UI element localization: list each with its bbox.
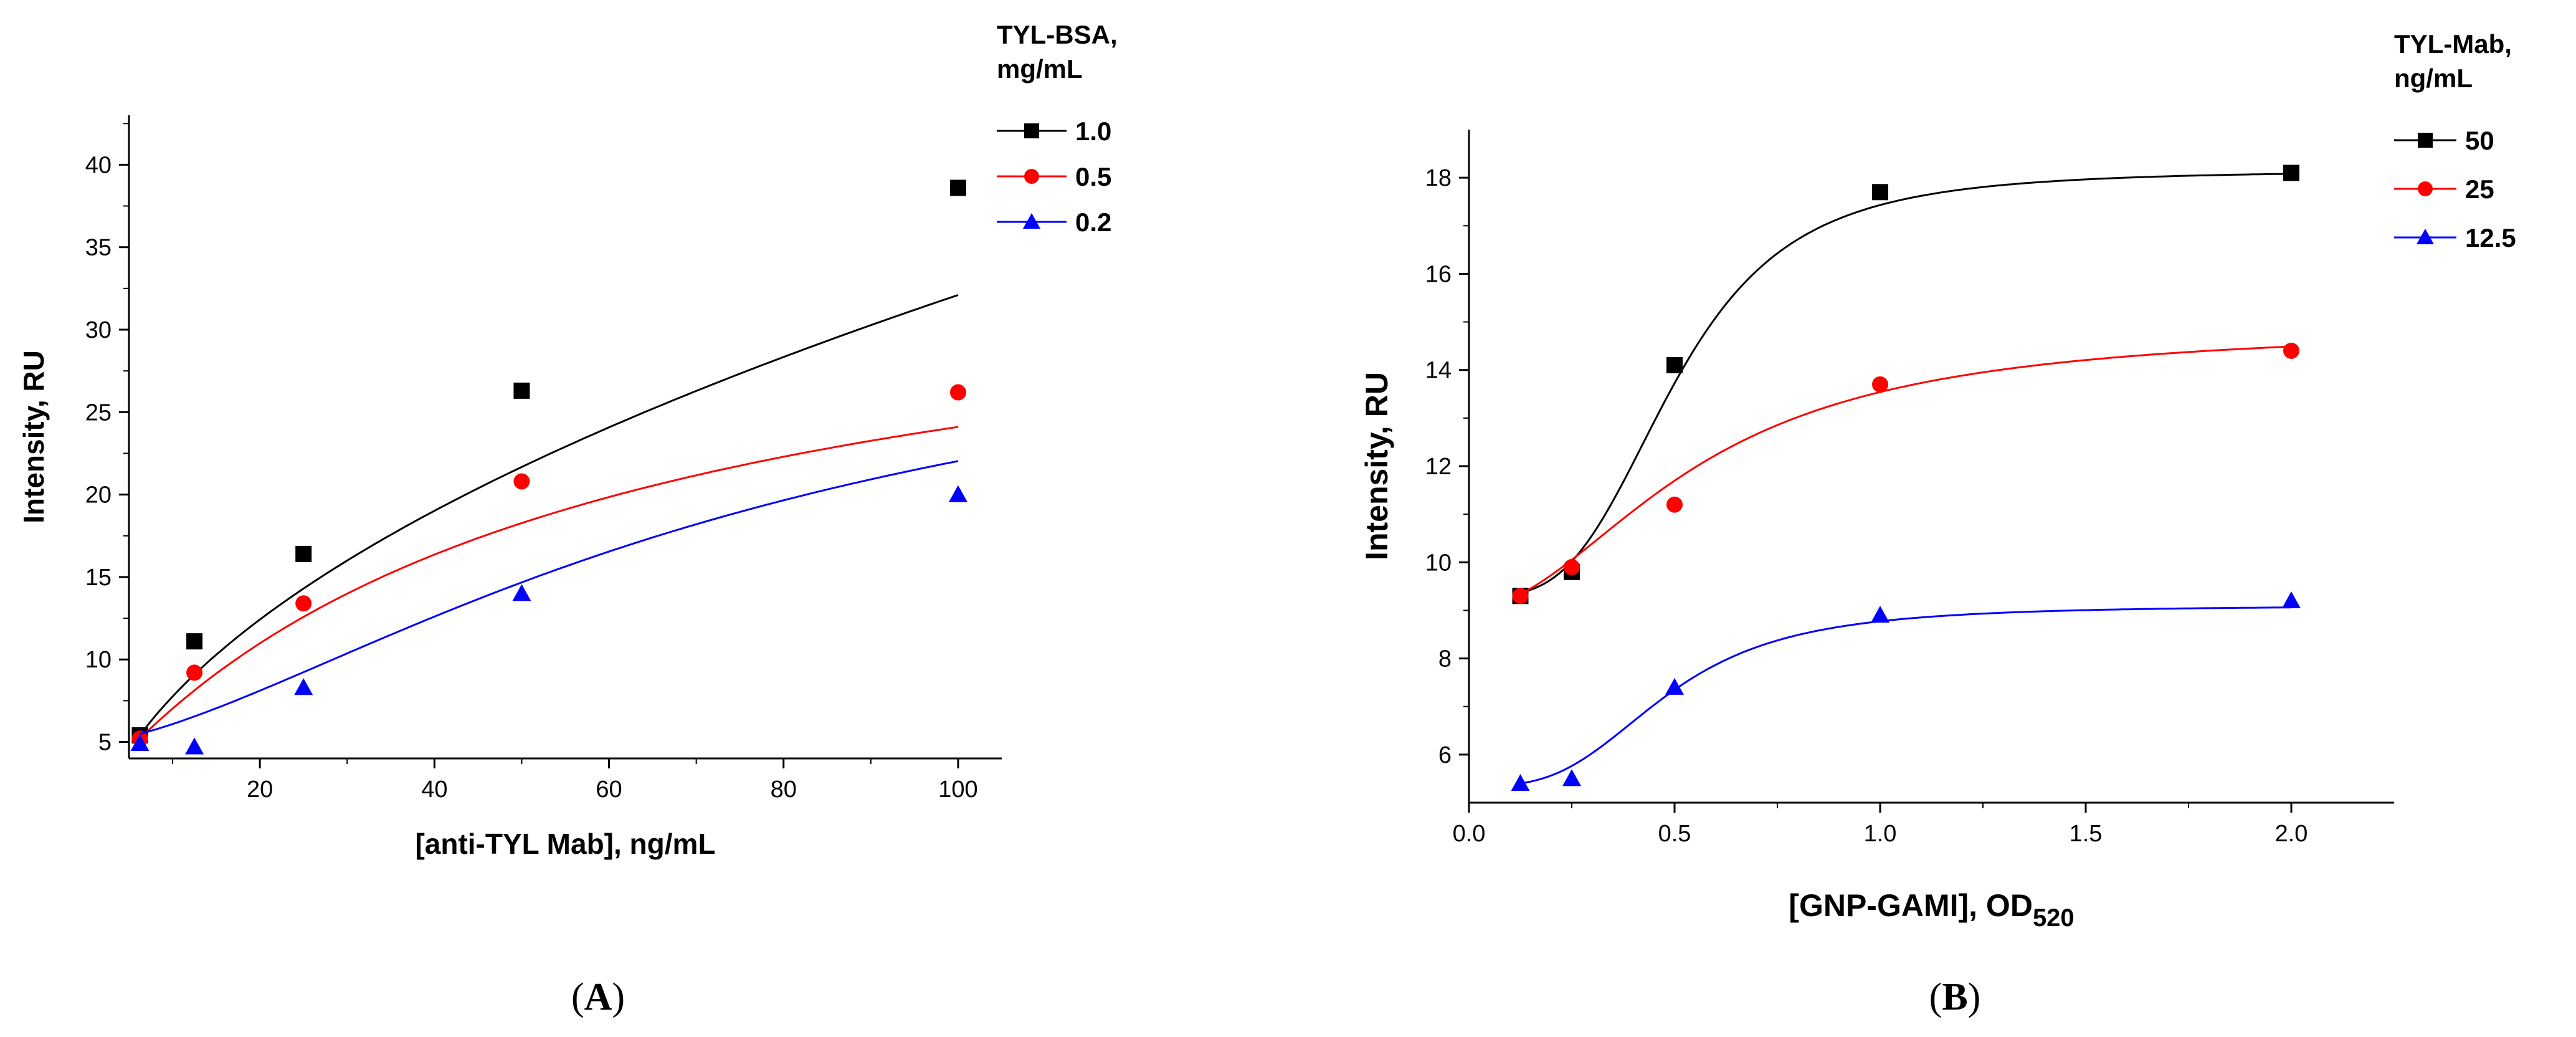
panel-a-point-0.5: [513, 473, 530, 490]
panel-a-point-1.0: [949, 179, 966, 196]
panel-a-label: (A): [571, 976, 625, 1018]
panel-a-legend-marker-0.5: [1024, 169, 1039, 184]
panel-b-fit-curve-25: [1519, 345, 2292, 595]
panel-a-point-0.2: [130, 734, 150, 752]
panel-b-point-50: [1666, 357, 1683, 373]
panel-b-x-axis-title: [GNP-GAMI], OD520: [1789, 888, 2074, 932]
panel-a-legend-label-0.2: 0.2: [1075, 208, 1111, 237]
panel-b-point-12.5: [1562, 769, 1581, 786]
panel-b-point-12.5: [1665, 677, 1684, 695]
panel-b-y-tick-label: 10: [1425, 550, 1452, 576]
chart-panel-a: (A) 20 40 60 80 100 5 10 15 20 25 30 35 40 [anti-TYL …: [17, 20, 1118, 1018]
panel-a-y-tick-label: 40: [85, 152, 112, 178]
panel-b-label: (B): [1929, 976, 1981, 1018]
panel-a-x-axis-title-main: [anti-TYL Mab], ng/mL: [415, 828, 715, 860]
panel-b-point-25: [1666, 496, 1683, 513]
panel-a-y-tick-label: 30: [85, 317, 112, 343]
panel-b-y-tick-label: 14: [1425, 358, 1452, 384]
panel-a-fit-curve-1.0: [139, 294, 959, 736]
panel-b-legend-marker-25: [2418, 181, 2433, 196]
panel-a-x-tick-label: 60: [596, 777, 622, 803]
panel-b-y-tick-label: 8: [1438, 646, 1452, 672]
panel-b-y-tick-label: 6: [1438, 742, 1452, 768]
panel-a-x-tick-label: 20: [247, 777, 273, 803]
panel-a-y-tick-label: 15: [85, 565, 112, 591]
panel-a-point-0.5: [186, 664, 203, 681]
panel-a-point-0.2: [294, 678, 313, 695]
panel-b-point-12.5: [2282, 591, 2301, 608]
panel-b-point-12.5: [1511, 774, 1530, 791]
panel-b-legend-label-12.5: 12.5: [2465, 223, 2516, 252]
panel-b-point-12.5: [1871, 606, 1889, 623]
panel-b-x-axis-title-main: [GNP-GAMI], OD: [1789, 888, 2033, 923]
panel-b-legend-label-50: 50: [2465, 126, 2494, 155]
panel-b-legend-marker-12.5: [2417, 229, 2434, 244]
panel-a-point-0.2: [948, 485, 967, 502]
panel-b-y-axis-title: Intensity, RU: [1359, 372, 1394, 560]
panel-a-x-axis-title: [anti-TYL Mab], ng/mL: [415, 828, 715, 860]
panel-b-x-axis-title-subscript: 520: [2033, 904, 2075, 932]
panel-b-point-25: [1564, 559, 1580, 575]
panel-a-fit-curve-0.2: [140, 460, 959, 735]
panel-b-point-50: [1872, 184, 1888, 201]
panel-a-legend-label-1.0: 1.0: [1075, 117, 1111, 146]
panel-b-y-tick-label: 12: [1425, 454, 1452, 480]
panel-a-x-tick-label: 80: [771, 777, 797, 803]
panel-b-point-50: [2283, 165, 2299, 181]
panel-a-letter: A: [584, 976, 612, 1018]
panel-a-point-0.2: [185, 737, 204, 755]
panel-a-legend-marker-0.2: [1023, 213, 1040, 229]
panel-a-y-tick-label: 5: [98, 730, 112, 756]
panel-b-point-25: [1872, 376, 1888, 393]
panel-b-x-tick-label: 0.0: [1453, 821, 1486, 847]
panel-a-x-tick-label: 100: [938, 777, 977, 803]
chart-panel-b: (B) 0.0 0.5 1.0 1.5 2.0 6 8 10 12 14 16 18 [GNP-GAMI…: [1359, 29, 2516, 1018]
panel-a-point-0.5: [949, 384, 966, 401]
panel-b-fit-curve-50: [1520, 173, 2292, 594]
panel-a-y-axis-title: Intensity, RU: [17, 350, 50, 523]
panel-b-close-paren: ): [1968, 976, 1981, 1018]
panel-a-close-paren: ): [612, 976, 625, 1018]
panel-a-legend-title: TYL-BSA,: [997, 20, 1118, 49]
panel-a-legend-marker-1.0: [1024, 123, 1039, 138]
panel-a-legend-label-0.5: 0.5: [1075, 162, 1111, 191]
panel-a-legend-title: mg/mL: [997, 54, 1083, 84]
panel-b-letter: B: [1942, 976, 1967, 1018]
panel-b-legend-label-25: 25: [2465, 174, 2494, 204]
panel-b-fit-curve-12.5: [1520, 606, 2291, 785]
panel-a-point-0.5: [295, 595, 312, 612]
panel-b-x-tick-label: 2.0: [2275, 821, 2308, 847]
panel-a-y-tick-label: 10: [85, 647, 112, 673]
panel-b-x-tick-label: 1.0: [1864, 821, 1897, 847]
panel-a-point-1.0: [513, 382, 530, 399]
panel-a-x-tick-label: 40: [421, 777, 447, 803]
panel-b-point-25: [2283, 342, 2299, 359]
panel-b-x-tick-label: 1.5: [2070, 821, 2103, 847]
panel-a-point-1.0: [186, 633, 203, 650]
panel-b-y-tick-label: 16: [1425, 261, 1452, 287]
panel-a-y-tick-label: 25: [85, 399, 112, 426]
panel-a-point-0.2: [512, 584, 531, 601]
panel-a-fit-curve-0.5: [139, 426, 959, 740]
panel-b-y-tick-label: 18: [1425, 165, 1452, 191]
panel-b-legend-title: ng/mL: [2394, 64, 2473, 93]
panel-a-point-1.0: [295, 545, 312, 562]
panel-b-x-tick-label: 0.5: [1658, 821, 1691, 847]
panel-b-open-paren: (: [1929, 976, 1942, 1018]
panel-a-open-paren: (: [571, 976, 584, 1018]
panel-a-y-tick-label: 20: [85, 482, 112, 509]
panel-b-legend-marker-50: [2418, 133, 2433, 148]
panel-b-legend-title: TYL-Mab,: [2394, 29, 2512, 59]
panel-a-y-tick-label: 35: [85, 235, 112, 261]
panel-b-point-25: [1512, 588, 1529, 605]
